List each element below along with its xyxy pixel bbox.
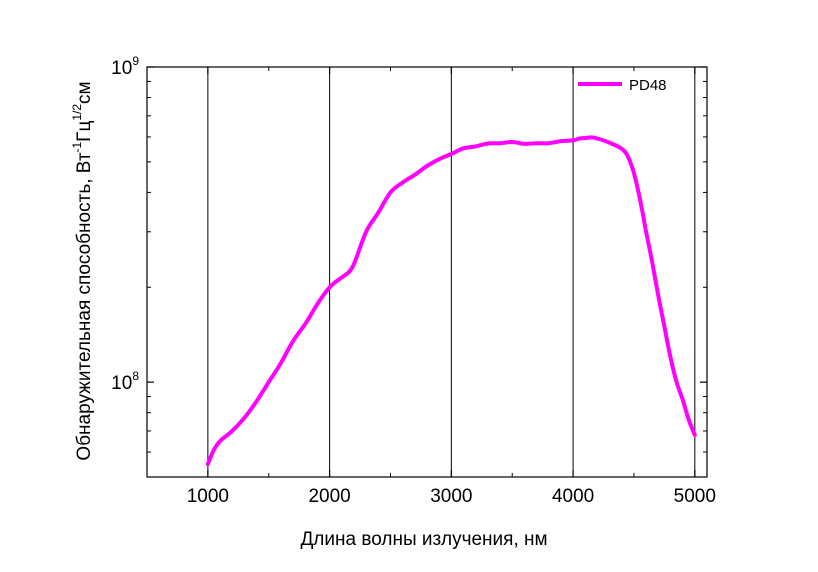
y-tick-label-exp: 8 [132, 369, 139, 383]
y-axis-title-sup2: 1/2 [70, 104, 84, 121]
legend-label-pd48: PD48 [629, 77, 667, 94]
grid-lines [207, 67, 696, 477]
y-axis-title-sup1: -1 [70, 141, 84, 152]
y-tick-label-base: 10 [111, 373, 132, 394]
y-axis-title-mid: Гц [74, 121, 95, 142]
y-axis-title-main: Обнаружительная способность, Вт [74, 152, 95, 460]
series-line-pd48 [205, 135, 697, 466]
y-tick-label-exp: 9 [132, 54, 139, 68]
y-tick-label: 108 [111, 369, 139, 394]
x-tick-label: 3000 [430, 486, 472, 507]
y-axis-title: Обнаружительная способность, Вт-1Гц1/2см [70, 81, 95, 460]
axis-ticks [146, 66, 707, 478]
x-axis-title: Длина волны излучения, нм [300, 529, 547, 550]
x-tick-labels: 1000 2000 3000 4000 5000 [187, 486, 716, 507]
x-tick-label: 1000 [187, 486, 229, 507]
plot-frame [146, 66, 708, 478]
y-tick-label-base: 10 [111, 58, 132, 79]
x-tick-label: 5000 [674, 486, 716, 507]
x-tick-label: 2000 [308, 486, 350, 507]
x-tick-label: 4000 [552, 486, 594, 507]
y-axis-title-end: см [74, 81, 95, 104]
y-tick-label: 109 [111, 54, 139, 79]
legend: PD48 [578, 77, 667, 94]
